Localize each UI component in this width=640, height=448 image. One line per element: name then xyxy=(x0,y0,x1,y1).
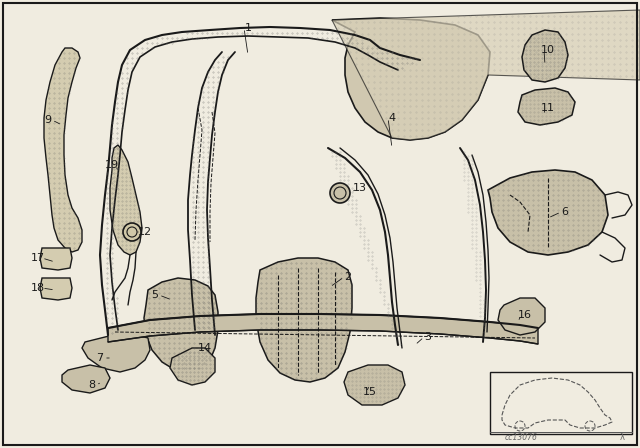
Polygon shape xyxy=(144,278,218,372)
Text: 6: 6 xyxy=(561,207,568,217)
Text: 14: 14 xyxy=(198,343,212,353)
Text: 3: 3 xyxy=(424,332,431,342)
Text: 12: 12 xyxy=(138,227,152,237)
Polygon shape xyxy=(332,10,640,140)
Text: 7: 7 xyxy=(97,353,104,363)
Circle shape xyxy=(330,183,350,203)
Polygon shape xyxy=(44,48,82,252)
Text: 18: 18 xyxy=(31,283,45,293)
Text: 2: 2 xyxy=(344,272,351,282)
Text: 10: 10 xyxy=(541,45,555,55)
Text: 19: 19 xyxy=(105,160,119,170)
Text: 5: 5 xyxy=(152,290,159,300)
Polygon shape xyxy=(40,248,72,270)
Polygon shape xyxy=(522,30,568,82)
Polygon shape xyxy=(40,278,72,300)
Polygon shape xyxy=(108,314,538,344)
Polygon shape xyxy=(170,348,215,385)
Text: 1: 1 xyxy=(244,23,252,33)
Text: 11: 11 xyxy=(541,103,555,113)
Polygon shape xyxy=(256,258,352,382)
Polygon shape xyxy=(488,170,608,255)
Text: 15: 15 xyxy=(363,387,377,397)
Text: λ: λ xyxy=(620,432,625,441)
Polygon shape xyxy=(518,88,575,125)
Polygon shape xyxy=(110,145,142,255)
Polygon shape xyxy=(344,365,405,405)
Polygon shape xyxy=(62,365,110,393)
Bar xyxy=(490,372,632,434)
Text: 17: 17 xyxy=(31,253,45,263)
Text: 4: 4 xyxy=(388,113,396,123)
Text: 13: 13 xyxy=(353,183,367,193)
Circle shape xyxy=(123,223,141,241)
Text: 9: 9 xyxy=(44,115,52,125)
Text: 8: 8 xyxy=(88,380,95,390)
Polygon shape xyxy=(498,298,545,335)
Text: 16: 16 xyxy=(518,310,532,320)
Text: cc13076: cc13076 xyxy=(505,432,538,441)
Polygon shape xyxy=(82,332,150,372)
Polygon shape xyxy=(332,18,490,140)
